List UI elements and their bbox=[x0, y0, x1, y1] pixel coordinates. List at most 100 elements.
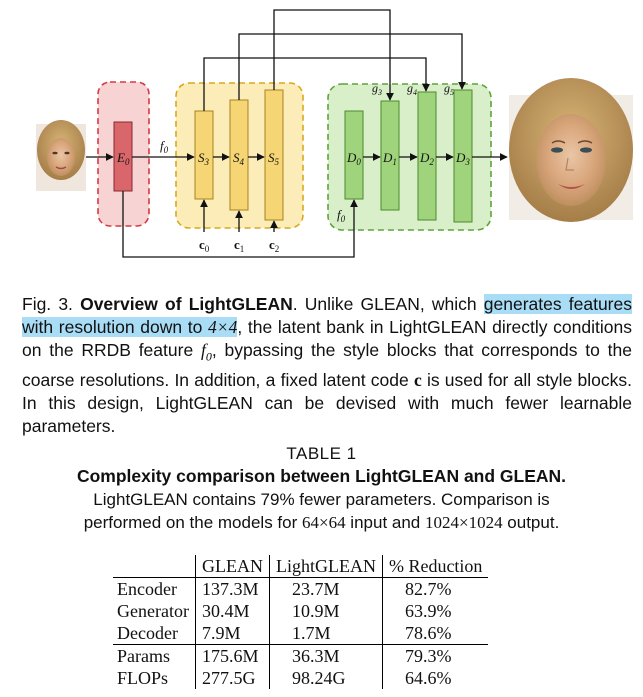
svg-text:g4: g4 bbox=[407, 81, 417, 97]
table-number: TABLE 1 bbox=[286, 444, 357, 463]
decoder-d0-label: D bbox=[346, 150, 357, 165]
table-note-line-1: LightGLEAN contains 79% fewer parameters… bbox=[93, 490, 550, 509]
svg-text:c2: c2 bbox=[269, 237, 279, 254]
decoder-d1-sub: 1 bbox=[392, 157, 397, 167]
output-face-image bbox=[509, 78, 633, 222]
row-label: Encoder bbox=[117, 579, 177, 599]
g5-sub: 5 bbox=[450, 88, 454, 97]
table-note-line-2: performed on the models for 64×64 input … bbox=[83, 513, 560, 532]
svg-text:D1: D1 bbox=[382, 150, 397, 167]
table-heading: TABLE 1 Complexity comparison between Li… bbox=[0, 443, 643, 534]
svg-text:D2: D2 bbox=[419, 150, 434, 167]
g3-label: g bbox=[372, 81, 378, 95]
svg-text:f0: f0 bbox=[337, 207, 346, 224]
caption-text-3: , bypassing the style blocks that corres… bbox=[22, 340, 632, 390]
style-s3-sub: 3 bbox=[204, 157, 210, 167]
f0-bottom-label: f bbox=[337, 207, 343, 222]
caption-math-f: f bbox=[200, 340, 206, 360]
decoder-d1-label: D bbox=[382, 150, 393, 165]
cell-glean: 7.9M bbox=[194, 622, 270, 645]
encoder-label-sub: 0 bbox=[125, 157, 130, 167]
cell-glean: 277.5G bbox=[194, 667, 270, 689]
table-note-input-size: 64×64 bbox=[301, 513, 346, 532]
latent-c1-label: c bbox=[234, 237, 240, 252]
table-row: Generator 30.4M 10.9M 63.9% bbox=[113, 600, 489, 622]
f0-top-label-sub: 0 bbox=[164, 145, 169, 155]
input-face-image bbox=[36, 120, 86, 191]
caption-text-4: is used for all style blocks. In this de… bbox=[22, 369, 632, 436]
decoder-d3-sub: 3 bbox=[464, 157, 470, 167]
row-label: Decoder bbox=[117, 623, 178, 643]
svg-text:g5: g5 bbox=[444, 81, 454, 97]
table-header-glean: GLEAN bbox=[194, 555, 270, 578]
cell-reduction: 79.3% bbox=[381, 644, 489, 667]
caption-text-2: , the latent bank in LightGLEAN directly… bbox=[22, 317, 632, 360]
latent-c2-sub: 2 bbox=[275, 244, 280, 254]
svg-text:f0: f0 bbox=[160, 138, 169, 155]
decoder-block-d1 bbox=[380, 100, 400, 211]
g4-label: g bbox=[407, 81, 413, 95]
table-header-lightglean: LightGLEAN bbox=[268, 555, 383, 578]
decoder-block-d3 bbox=[453, 89, 473, 223]
complexity-table: GLEAN LightGLEAN % Reduction Encoder 137… bbox=[113, 555, 489, 689]
style-s3-label: S bbox=[198, 150, 205, 165]
cell-glean: 30.4M bbox=[194, 600, 270, 622]
svg-text:c0: c0 bbox=[199, 237, 210, 254]
svg-text:D0: D0 bbox=[346, 150, 361, 167]
cell-reduction: 82.7% bbox=[381, 577, 489, 600]
decoder-d3-label: D bbox=[455, 150, 466, 165]
cell-lightglean: 10.9M bbox=[268, 600, 383, 622]
table-row: Encoder 137.3M 23.7M 82.7% bbox=[113, 577, 489, 600]
caption-text-1: . Unlike GLEAN, which bbox=[292, 294, 484, 314]
decoder-d0-sub: 0 bbox=[356, 157, 361, 167]
decoder-block-d2 bbox=[417, 91, 437, 221]
cell-reduction: 64.6% bbox=[381, 667, 489, 689]
table-row: Decoder 7.9M 1.7M 78.6% bbox=[113, 622, 489, 645]
f0-top-label: f bbox=[160, 138, 166, 153]
decoder-block-d0 bbox=[344, 110, 364, 200]
latent-c0-label: c bbox=[199, 237, 205, 252]
table-header-empty bbox=[113, 555, 196, 578]
style-s4-label: S bbox=[233, 150, 240, 165]
caption-math-c: c bbox=[413, 369, 422, 390]
svg-text:c1: c1 bbox=[234, 237, 244, 254]
latent-c1-sub: 1 bbox=[240, 244, 245, 254]
cell-reduction: 63.9% bbox=[381, 600, 489, 622]
figure-caption: Fig. 3. Overview of LightGLEAN. Unlike G… bbox=[22, 293, 632, 438]
latent-c2-label: c bbox=[269, 237, 275, 252]
svg-text:g3: g3 bbox=[372, 81, 382, 97]
style-s5-label: S bbox=[268, 150, 275, 165]
table-title: Complexity comparison between LightGLEAN… bbox=[76, 466, 567, 486]
encoder-label: E bbox=[116, 150, 125, 165]
decoder-d2-label: D bbox=[419, 150, 430, 165]
cell-glean: 137.3M bbox=[194, 577, 270, 600]
row-label: Generator bbox=[117, 601, 189, 621]
table-row: FLOPs 277.5G 98.24G 64.6% bbox=[113, 667, 489, 689]
cell-reduction: 78.6% bbox=[381, 622, 489, 645]
decoder-d2-sub: 2 bbox=[429, 157, 434, 167]
table-note-output-size: 1024×1024 bbox=[424, 513, 503, 532]
cell-lightglean: 23.7M bbox=[268, 577, 383, 600]
svg-text:S5: S5 bbox=[268, 150, 280, 167]
f0-bottom-sub: 0 bbox=[341, 214, 346, 224]
svg-text:S4: S4 bbox=[233, 150, 245, 167]
cell-glean: 175.6M bbox=[194, 644, 270, 667]
g4-sub: 4 bbox=[413, 88, 417, 97]
svg-text:D3: D3 bbox=[455, 150, 470, 167]
table-header-reduction: % Reduction bbox=[381, 555, 489, 578]
cell-lightglean: 36.3M bbox=[268, 644, 383, 667]
caption-math-f-sub: 0 bbox=[205, 349, 212, 364]
svg-text:S3: S3 bbox=[198, 150, 210, 167]
svg-text:E0: E0 bbox=[116, 150, 130, 167]
g5-label: g bbox=[444, 81, 450, 95]
caption-figno: Fig. 3. bbox=[22, 294, 73, 314]
style-s5-sub: 5 bbox=[275, 157, 280, 167]
g3-sub: 3 bbox=[377, 88, 382, 97]
table-header-row: GLEAN LightGLEAN % Reduction bbox=[113, 555, 489, 578]
cell-lightglean: 98.24G bbox=[268, 667, 383, 689]
row-label: FLOPs bbox=[117, 668, 169, 688]
caption-math-res: 4×4 bbox=[208, 317, 238, 337]
architecture-figure: E0 f0 S3 S4 S5 c0 c1 c2 D0 D1 D2 D3 g3 g… bbox=[0, 0, 643, 275]
latent-c0-sub: 0 bbox=[205, 244, 210, 254]
row-label: Params bbox=[113, 644, 196, 667]
